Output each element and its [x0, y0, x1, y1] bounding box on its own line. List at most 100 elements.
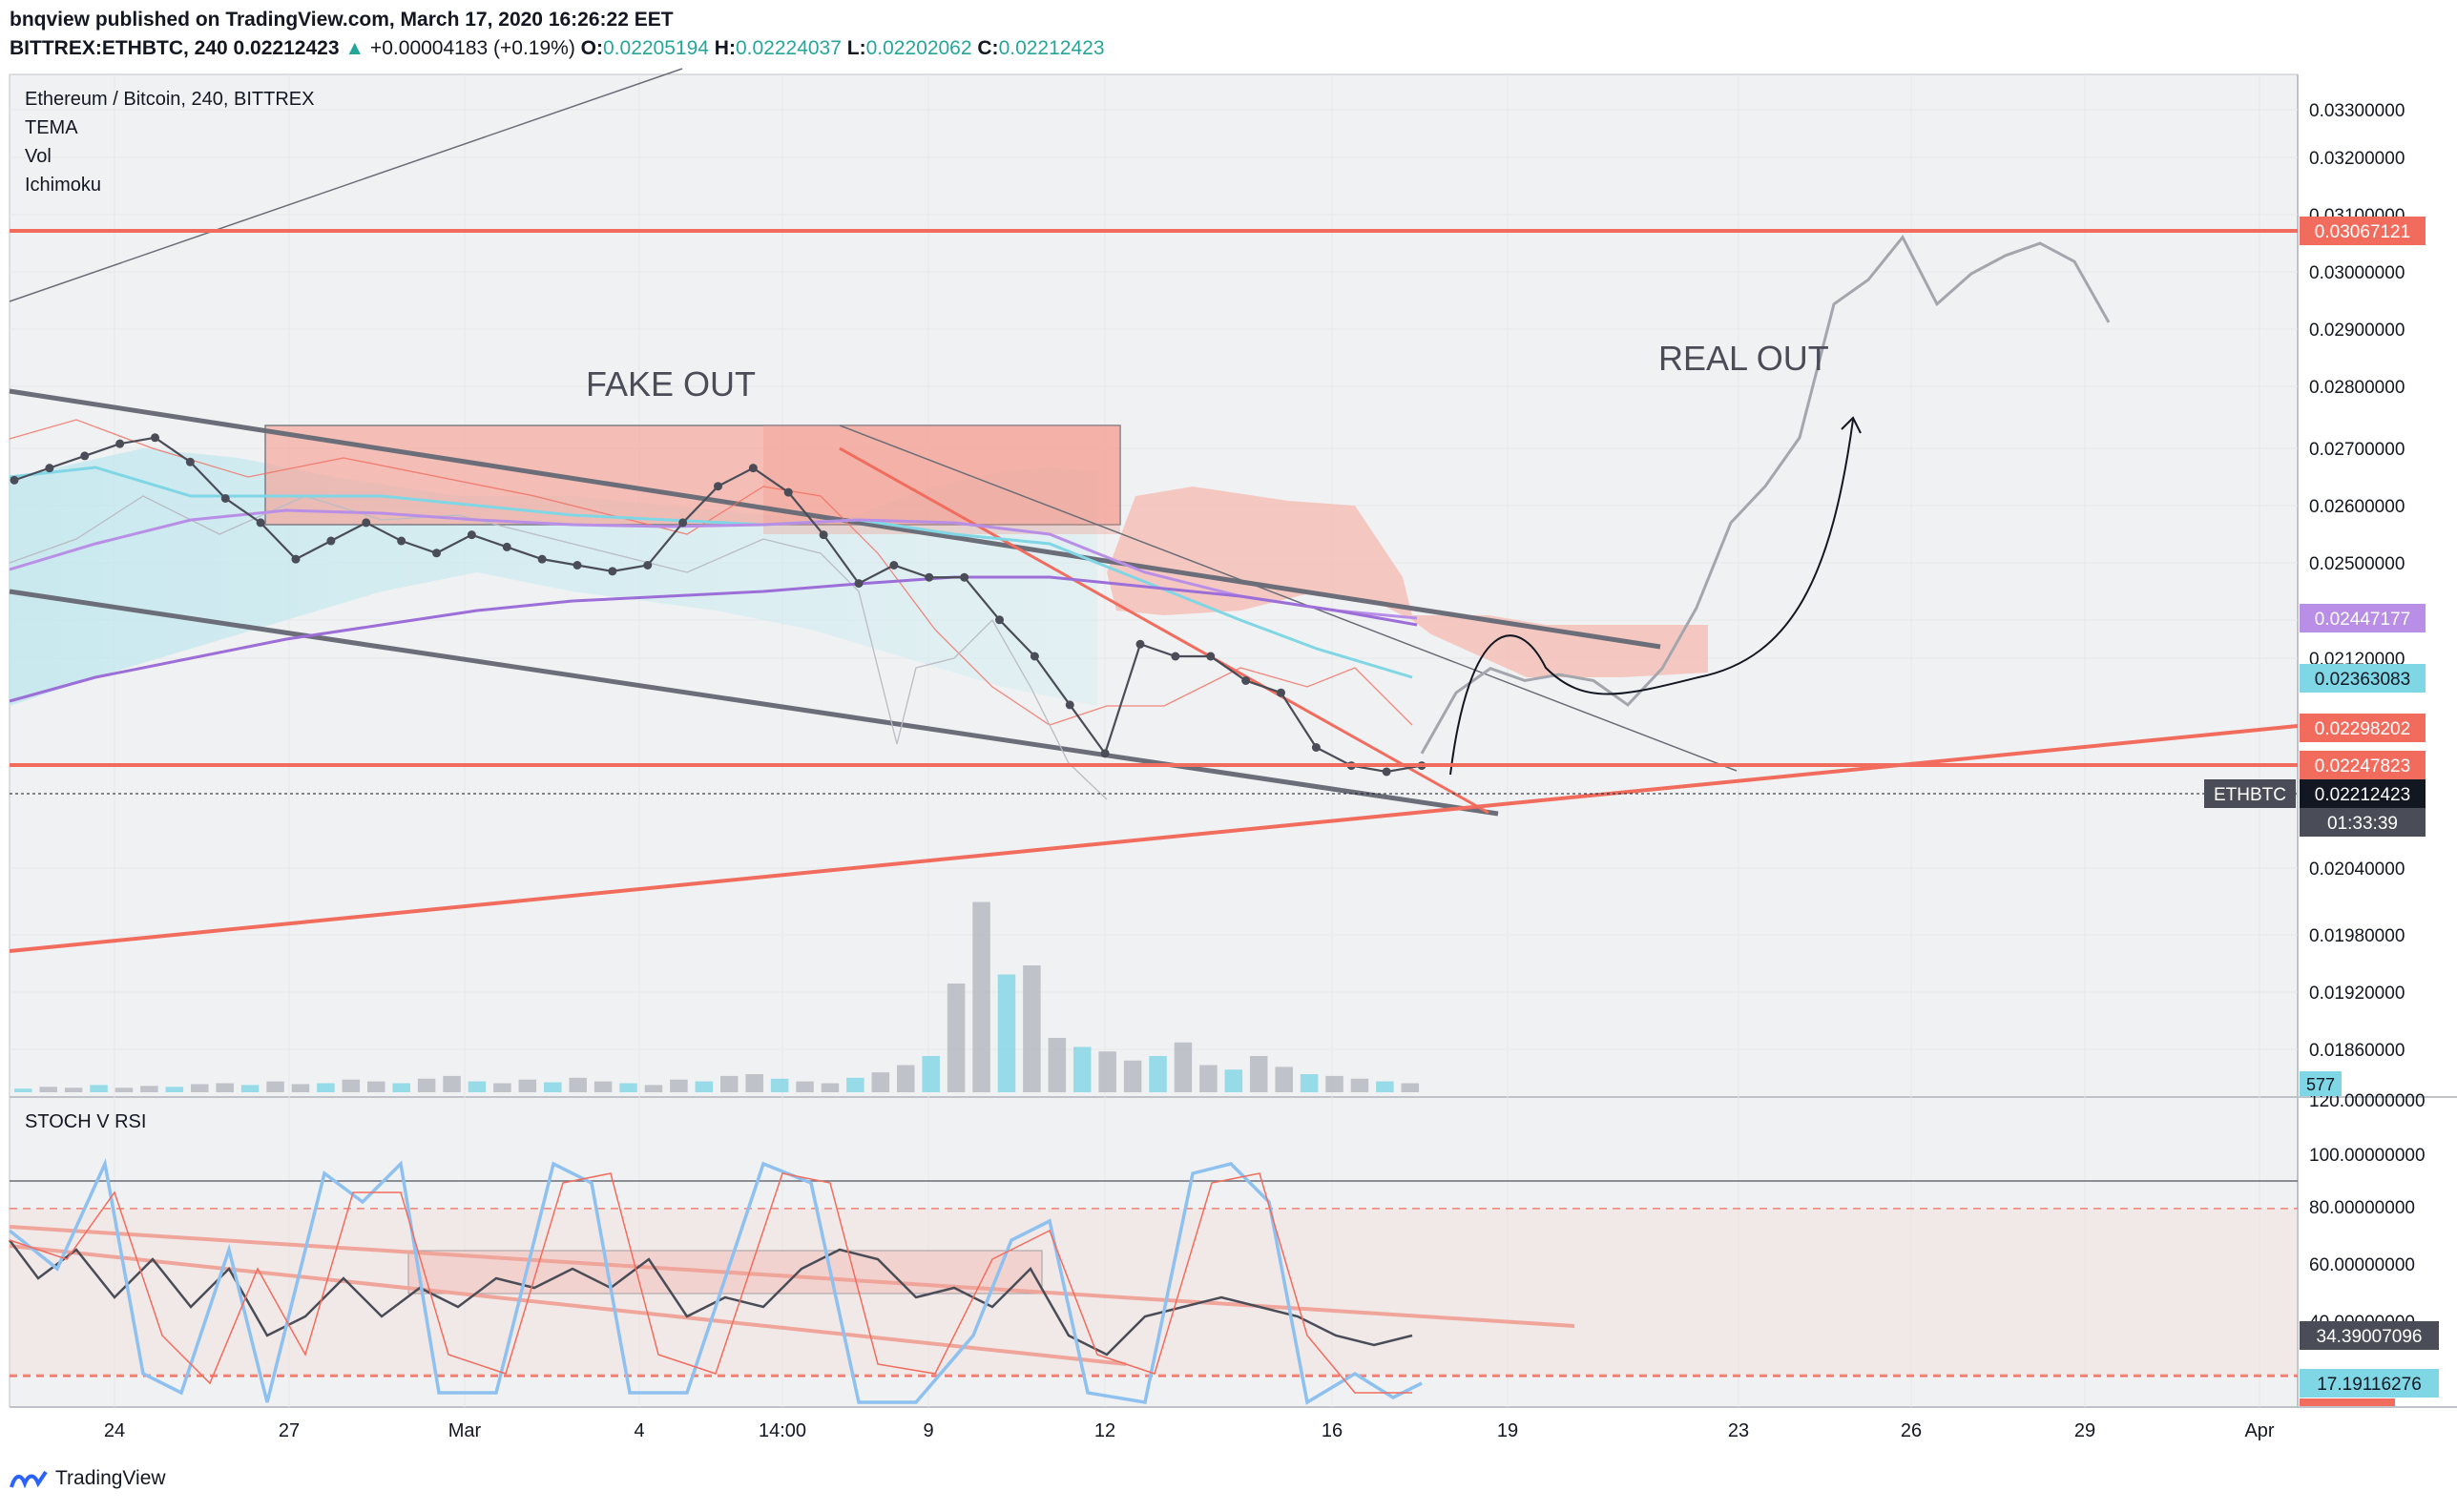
price-tag [2300, 604, 2426, 632]
volume-bar [90, 1085, 108, 1092]
volume-bar [1275, 1067, 1293, 1092]
price-point [362, 518, 371, 528]
price-axis-label: 0.01980000 [2309, 926, 2405, 946]
price-point [10, 475, 19, 485]
price-point [1277, 688, 1285, 697]
low-label: L: [846, 37, 866, 59]
forecast-arrow [1449, 419, 1854, 776]
stoch-k-line [8, 1158, 1423, 1405]
time-axis-label: 24 [104, 1420, 125, 1441]
volume-bar [593, 1081, 613, 1092]
legend-item[interactable]: Vol [25, 146, 52, 167]
price-point [573, 561, 582, 570]
price-point [854, 579, 864, 589]
price-axis-label: 0.01920000 [2309, 984, 2405, 1004]
volume-bar [947, 984, 966, 1092]
price-tag [2300, 714, 2426, 742]
price-axis-label: 0.03300000 [2309, 101, 2405, 121]
price-point [151, 433, 159, 443]
up-arrow-icon: ▲ [344, 37, 365, 59]
lagging-span-line [9, 495, 1108, 800]
tema-line [9, 466, 1413, 679]
high-value: 0.02224037 [735, 37, 842, 59]
publisher-line: bnqview published on TradingView.com, Ma… [10, 9, 674, 31]
price-point [1030, 652, 1039, 661]
price-point [1311, 743, 1321, 752]
volume-bar [821, 1083, 840, 1092]
price-tag-label: 01:33:39 [2327, 814, 2398, 834]
price-point [1135, 639, 1145, 649]
footer-brand[interactable]: TradingView [55, 1467, 166, 1489]
price-point [326, 536, 336, 546]
time-axis-label: 27 [279, 1420, 300, 1441]
time-axis-label: 9 [923, 1420, 933, 1441]
oscillator-tag-label: 34.39007096 [2317, 1327, 2423, 1347]
price-tag [2300, 751, 2426, 779]
price-point [537, 554, 547, 564]
stoch-d-line [9, 1172, 1412, 1394]
legend-item[interactable]: Ethereum / Bitcoin, 240, BITTREX [25, 89, 314, 110]
price-point [220, 493, 230, 503]
time-axis-label: 4 [634, 1420, 644, 1441]
stoch-trendline [9, 1225, 1575, 1328]
price-point [1065, 700, 1074, 710]
volume-bar [1048, 1038, 1067, 1092]
price-point [80, 451, 90, 461]
close-value: 0.02212423 [998, 37, 1105, 59]
oscillator-title[interactable]: STOCH V RSI [25, 1111, 146, 1132]
last-price: 0.02212423 [233, 37, 340, 59]
volume-bar [115, 1087, 134, 1092]
projection-line [1420, 234, 2111, 755]
volume-bar [1174, 1042, 1193, 1092]
oscillator-axis-label: 80.00000000 [2309, 1198, 2415, 1218]
price-point [783, 487, 793, 497]
legend-item[interactable]: Ichimoku [25, 175, 101, 196]
volume-bar [468, 1081, 487, 1092]
volume-bar [443, 1075, 461, 1092]
trendline [839, 425, 1738, 772]
price-axis-label: 0.02600000 [2309, 497, 2405, 517]
stoch-band [10, 1209, 2298, 1376]
stoch-trendline [9, 1244, 1127, 1366]
volume-bar [871, 1072, 890, 1092]
volume-bar [14, 1088, 32, 1092]
volume-bar [770, 1078, 789, 1092]
volume-bar [1023, 965, 1041, 1092]
volume-bar [39, 1087, 57, 1092]
legend-item[interactable]: TEMA [25, 117, 78, 138]
price-point [643, 561, 653, 570]
symbol-tag [2204, 779, 2296, 808]
price-tag-label: 0.03067121 [2315, 222, 2410, 242]
volume-bar [1325, 1075, 1343, 1092]
channel-bottom-line [9, 589, 1499, 817]
price-point [1100, 749, 1110, 758]
oscillator-axis-label: 100.00000000 [2309, 1146, 2426, 1166]
price-tag [2300, 217, 2426, 245]
volume-bar [392, 1083, 410, 1092]
time-axis-label: 29 [2074, 1420, 2095, 1441]
volume-bar [1224, 1069, 1243, 1092]
volume-bar [1098, 1051, 1116, 1092]
price-point [115, 439, 125, 448]
volume-bar [997, 974, 1016, 1092]
real-out-label: REAL OUT [1658, 339, 1829, 378]
volume-bar [1350, 1078, 1369, 1092]
volume-bar [544, 1082, 562, 1092]
chart-header: bnqview published on TradingView.com, Ma… [10, 6, 1105, 63]
price-tag [2300, 779, 2426, 808]
price-point [714, 482, 722, 491]
time-axis-label: Mar [448, 1420, 482, 1441]
volume-bar [1250, 1056, 1268, 1092]
fake-out-label: FAKE OUT [586, 364, 756, 404]
volume-bar [191, 1084, 209, 1092]
fake-out-box [264, 425, 1121, 526]
volume-bar [367, 1081, 385, 1092]
price-axis-label: 0.02900000 [2309, 321, 2405, 341]
low-value: 0.02202062 [865, 37, 972, 59]
price-point [748, 464, 758, 473]
symbol-tag-label: ETHBTC [2214, 785, 2286, 805]
volume-bar [644, 1085, 663, 1092]
volume-bar [897, 1065, 915, 1092]
volume-bar [291, 1084, 310, 1092]
